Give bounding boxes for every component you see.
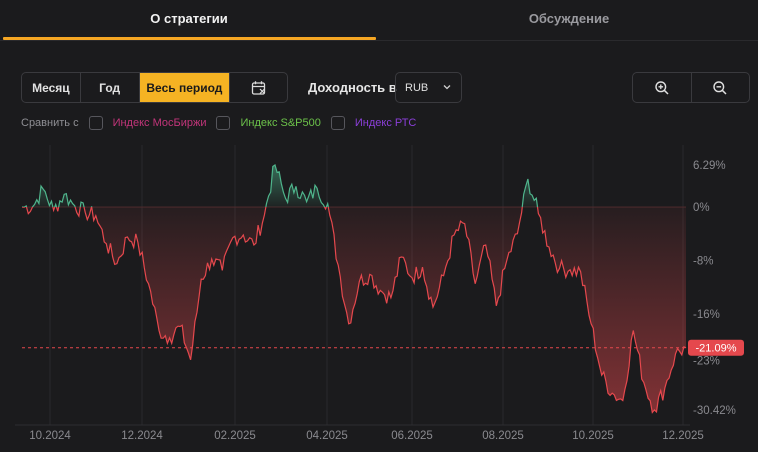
calendar-icon — [251, 80, 265, 95]
tab-divider — [0, 40, 758, 41]
chevron-down-icon — [443, 85, 451, 90]
zoom-in-button[interactable] — [633, 73, 692, 102]
returns-chart[interactable]: 6.29% 0% -8% -16% -23% -30.42% -21.09% 10.2024 1… — [0, 140, 758, 452]
x-tick-label: 04.2025 — [306, 430, 348, 442]
period-year-button[interactable]: Год — [81, 73, 140, 102]
y-tick-label: -8% — [693, 255, 713, 267]
zoom-in-icon — [655, 80, 669, 95]
period-all-button[interactable]: Весь период — [139, 73, 231, 102]
period-month-button[interactable]: Месяц — [22, 73, 81, 102]
x-tick-label: 06.2025 — [391, 430, 433, 442]
current-value-badge — [688, 339, 744, 356]
currency-value: RUB — [405, 81, 429, 94]
zoom-controls — [632, 72, 750, 103]
x-tick-label: 10.2025 — [572, 430, 614, 442]
series-line-negative — [21, 207, 687, 414]
tab-about-strategy[interactable]: О стратегии — [150, 11, 228, 26]
x-tick-label: 12.2025 — [662, 430, 704, 442]
current-value-label: -21.09% — [696, 343, 737, 355]
y-tick-label: -23% — [693, 356, 720, 368]
returns-chart-svg: 6.29% 0% -8% -16% -23% -30.42% -21.09% 10.2024 1… — [15, 145, 744, 442]
compare-sp500-label[interactable]: Индекс S&P500 — [240, 117, 321, 129]
compare-moex-label[interactable]: Индекс МосБиржи — [112, 117, 207, 129]
compare-row: Сравнить с Индекс МосБиржи Индекс S&P500… — [21, 114, 426, 132]
period-selector: Месяц Год Весь период — [21, 72, 288, 103]
custom-period-button[interactable] — [230, 73, 287, 102]
y-tick-label: -16% — [693, 309, 720, 321]
compare-rts-checkbox[interactable] — [330, 116, 345, 130]
y-tick-label: 6.29% — [693, 160, 726, 172]
yield-currency-label: Доходность в — [308, 80, 397, 95]
y-tick-label: -30.42% — [693, 405, 736, 417]
tab-discussion[interactable]: Обсуждение — [528, 11, 610, 26]
compare-label: Сравнить с — [21, 117, 79, 129]
zoom-out-button[interactable] — [692, 73, 750, 102]
active-tab-indicator — [3, 37, 376, 40]
tab-bar: О стратегии Обсуждение — [0, 0, 758, 42]
compare-rts-label[interactable]: Индекс РТС — [354, 117, 417, 129]
x-tick-label: 08.2025 — [482, 430, 524, 442]
x-tick-label: 10.2024 — [29, 430, 71, 442]
negative-area — [22, 207, 686, 413]
x-tick-label: 12.2024 — [121, 430, 163, 442]
y-tick-label: 0% — [693, 202, 710, 214]
compare-moex-checkbox[interactable] — [88, 116, 103, 130]
zoom-out-icon — [713, 80, 727, 95]
compare-sp500-checkbox[interactable] — [216, 116, 231, 130]
currency-select[interactable]: RUB — [395, 72, 462, 103]
x-tick-label: 02.2025 — [214, 430, 256, 442]
